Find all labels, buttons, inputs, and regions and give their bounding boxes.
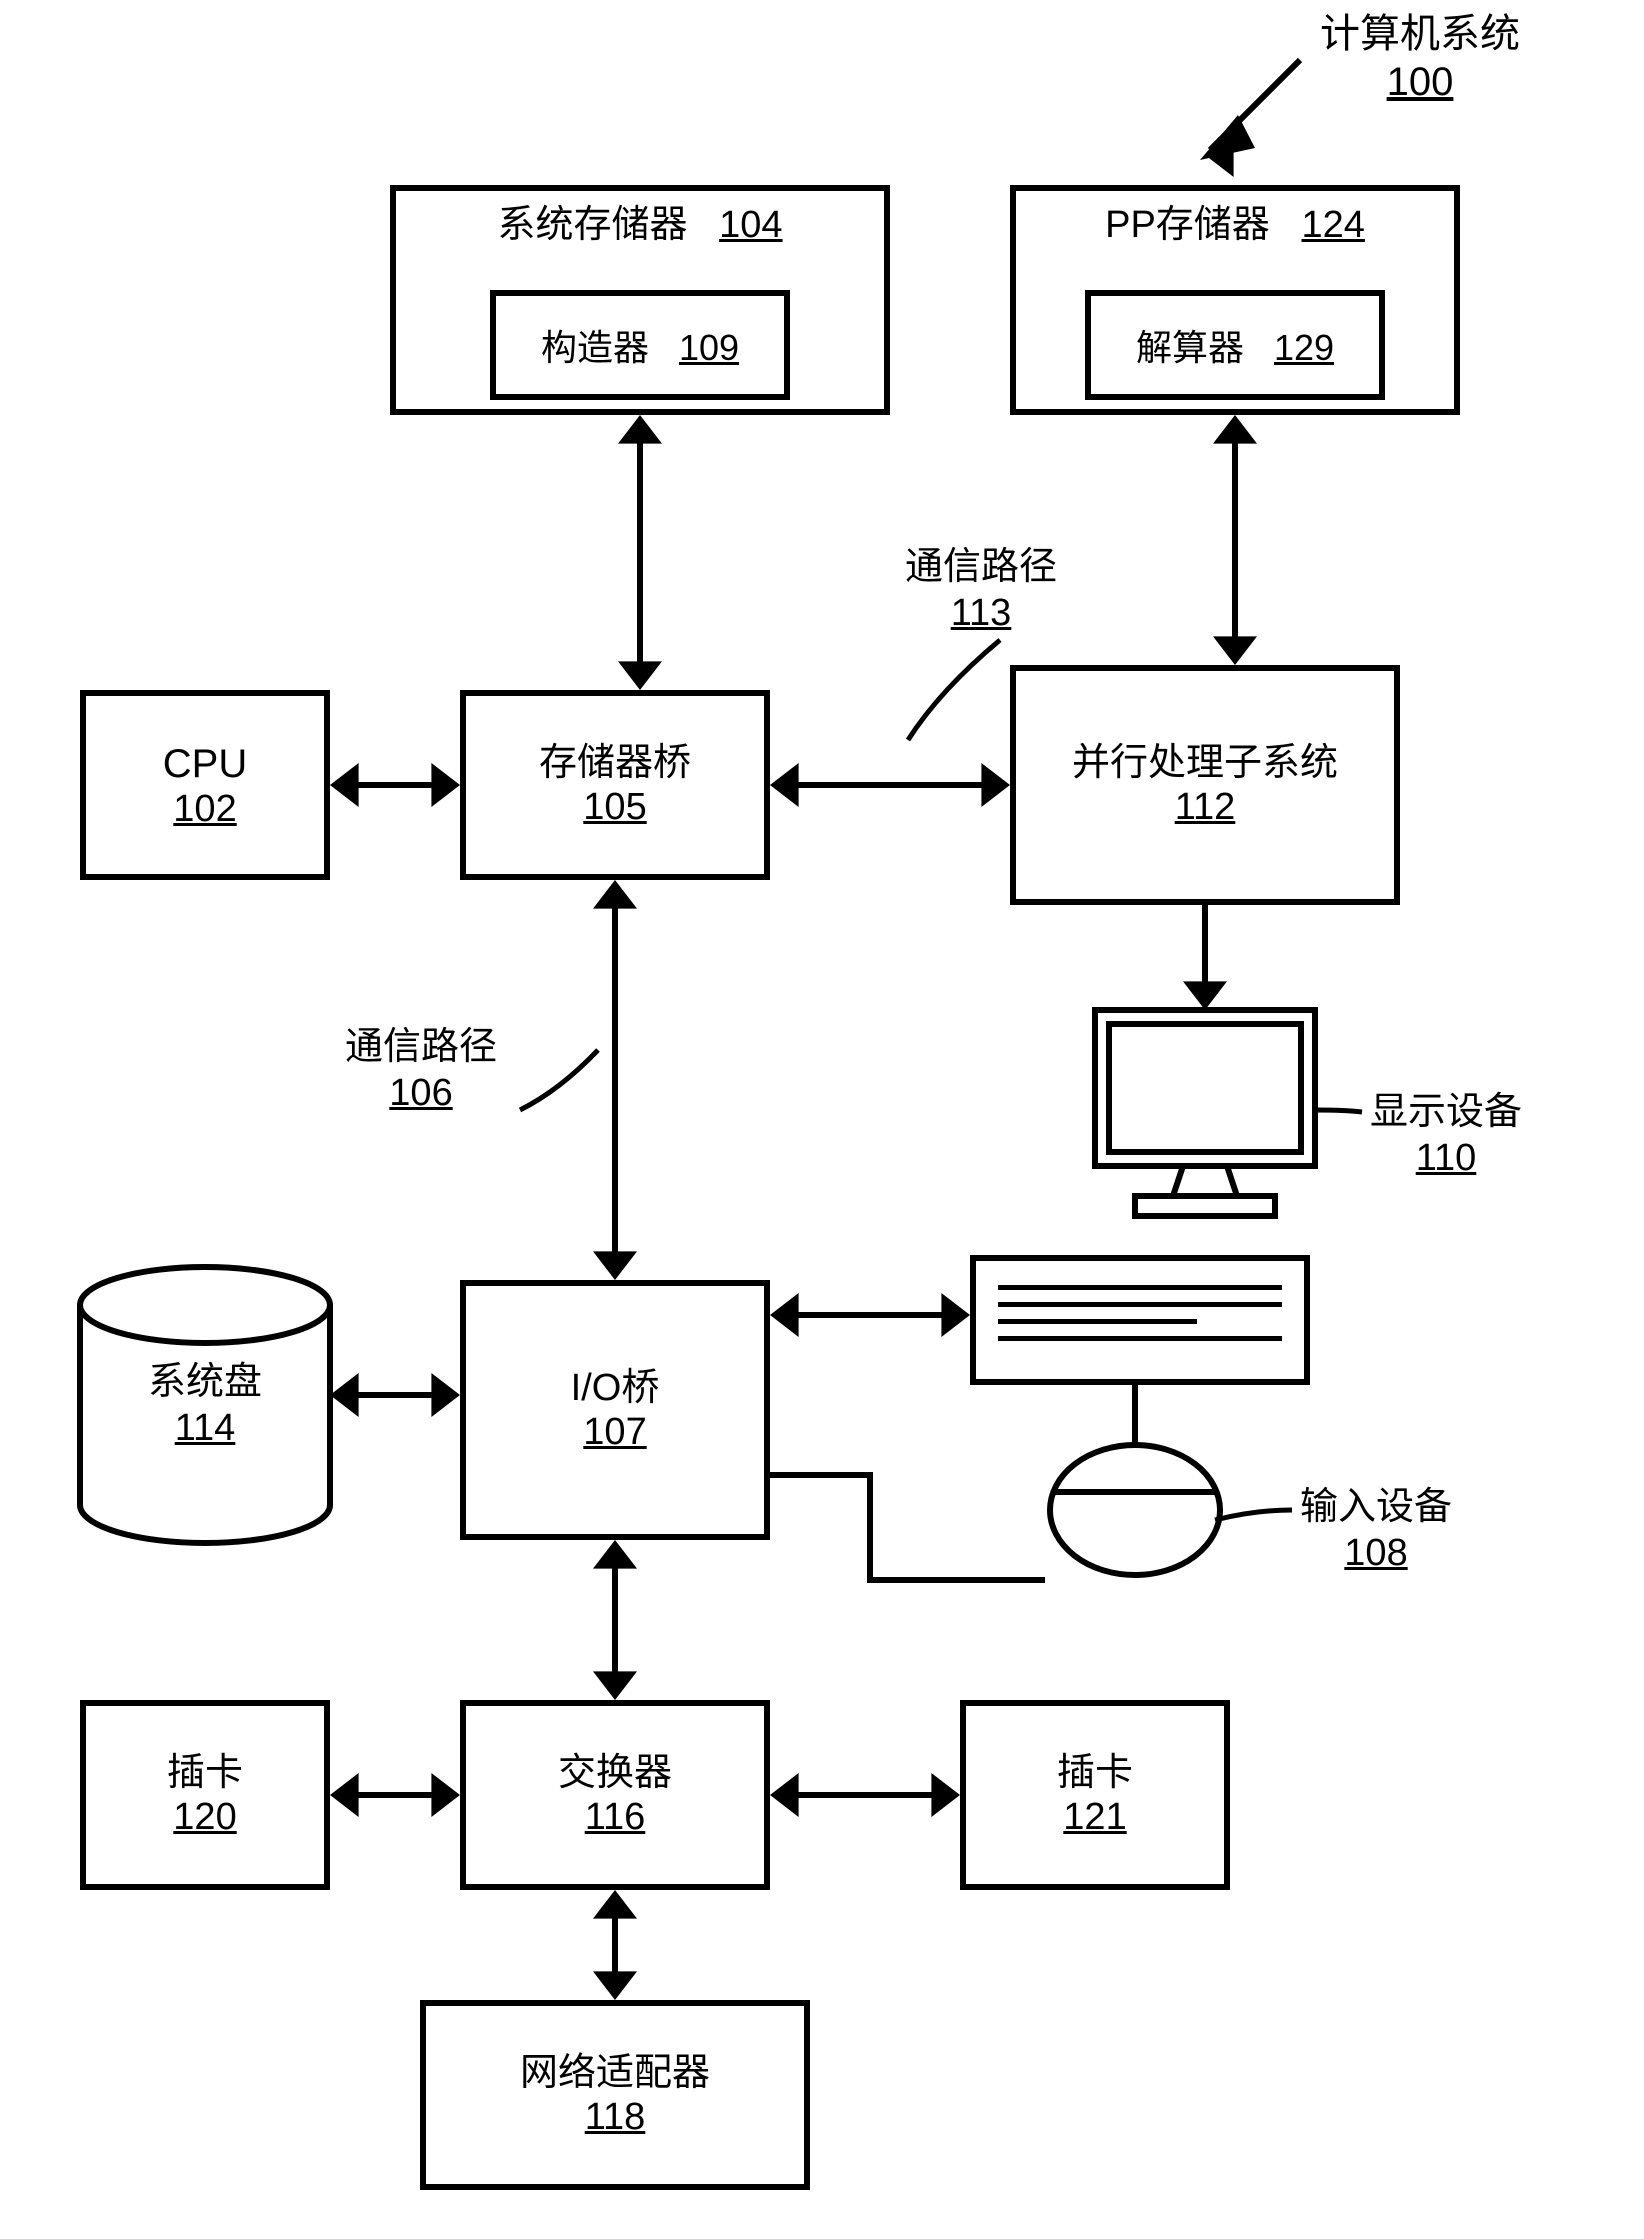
box-memory-bridge: 存储器桥 105 (460, 690, 770, 880)
num-system-memory: 104 (719, 204, 782, 246)
text-path-106: 通信路径 (345, 1026, 497, 1068)
num-builder: 109 (679, 327, 739, 368)
num-network-adapter: 118 (585, 2096, 646, 2139)
num-path-113: 113 (905, 591, 1057, 637)
text-display: 显示设备 (1370, 1091, 1522, 1133)
text-path-113: 通信路径 (905, 546, 1057, 588)
box-switch: 交换器 116 (460, 1700, 770, 1890)
box-solver: 解算器 129 (1085, 290, 1385, 400)
num-pp-subsystem: 112 (1175, 786, 1236, 829)
label-input-devices: 输入设备 108 (1300, 1485, 1452, 1576)
kbd-line-icon (998, 1302, 1282, 1307)
num-system-disk: 114 (130, 1406, 280, 1452)
num-memory-bridge: 105 (583, 786, 646, 829)
diagram-stage: 计算机系统 100 系统存储器 104 构造器 109 PP存储器 124 解算… (0, 0, 1644, 2239)
num-cpu: 102 (173, 788, 236, 831)
label-card-left: 插卡 (167, 1751, 243, 1797)
label-system-memory: 系统存储器 (497, 204, 687, 246)
label-path-113: 通信路径 113 (905, 545, 1057, 636)
label-display: 显示设备 110 (1370, 1090, 1522, 1181)
kbd-line-icon (998, 1319, 1197, 1324)
label-system-disk: 系统盘 114 (130, 1360, 280, 1451)
box-keyboard (970, 1255, 1310, 1385)
box-card-right: 插卡 121 (960, 1700, 1230, 1890)
system-title: 计算机系统 100 (1320, 10, 1520, 106)
num-path-106: 106 (345, 1071, 497, 1117)
box-cpu: CPU 102 (80, 690, 330, 880)
box-io-bridge: I/O桥 107 (460, 1280, 770, 1540)
num-io-bridge: 107 (583, 1411, 646, 1454)
num-solver: 129 (1274, 327, 1334, 368)
label-pp-subsystem: 并行处理子系统 (1072, 741, 1338, 787)
label-network-adapter: 网络适配器 (520, 2051, 710, 2097)
text-input-devices: 输入设备 (1300, 1486, 1452, 1528)
label-switch: 交换器 (558, 1751, 672, 1797)
label-solver: 解算器 (1136, 327, 1244, 368)
box-pp-subsystem: 并行处理子系统 112 (1010, 665, 1400, 905)
num-card-left: 120 (173, 1796, 236, 1839)
box-network-adapter: 网络适配器 118 (420, 2000, 810, 2190)
num-display: 110 (1370, 1136, 1522, 1182)
num-switch: 116 (585, 1796, 646, 1839)
system-title-text: 计算机系统 (1320, 12, 1520, 56)
label-path-106: 通信路径 106 (345, 1025, 497, 1116)
num-input-devices: 108 (1300, 1531, 1452, 1577)
system-title-num: 100 (1320, 58, 1520, 106)
text-system-disk: 系统盘 (148, 1361, 262, 1403)
kbd-line-icon (998, 1285, 1282, 1290)
label-memory-bridge: 存储器桥 (539, 741, 691, 787)
label-io-bridge: I/O桥 (571, 1366, 660, 1412)
label-builder: 构造器 (541, 327, 649, 368)
kbd-line-icon (998, 1336, 1282, 1341)
label-card-right: 插卡 (1057, 1751, 1133, 1797)
box-builder: 构造器 109 (490, 290, 790, 400)
label-cpu: CPU (163, 740, 247, 788)
num-pp-memory: 124 (1301, 204, 1364, 246)
box-card-left: 插卡 120 (80, 1700, 330, 1890)
num-card-right: 121 (1063, 1796, 1126, 1839)
label-pp-memory: PP存储器 (1105, 204, 1270, 246)
